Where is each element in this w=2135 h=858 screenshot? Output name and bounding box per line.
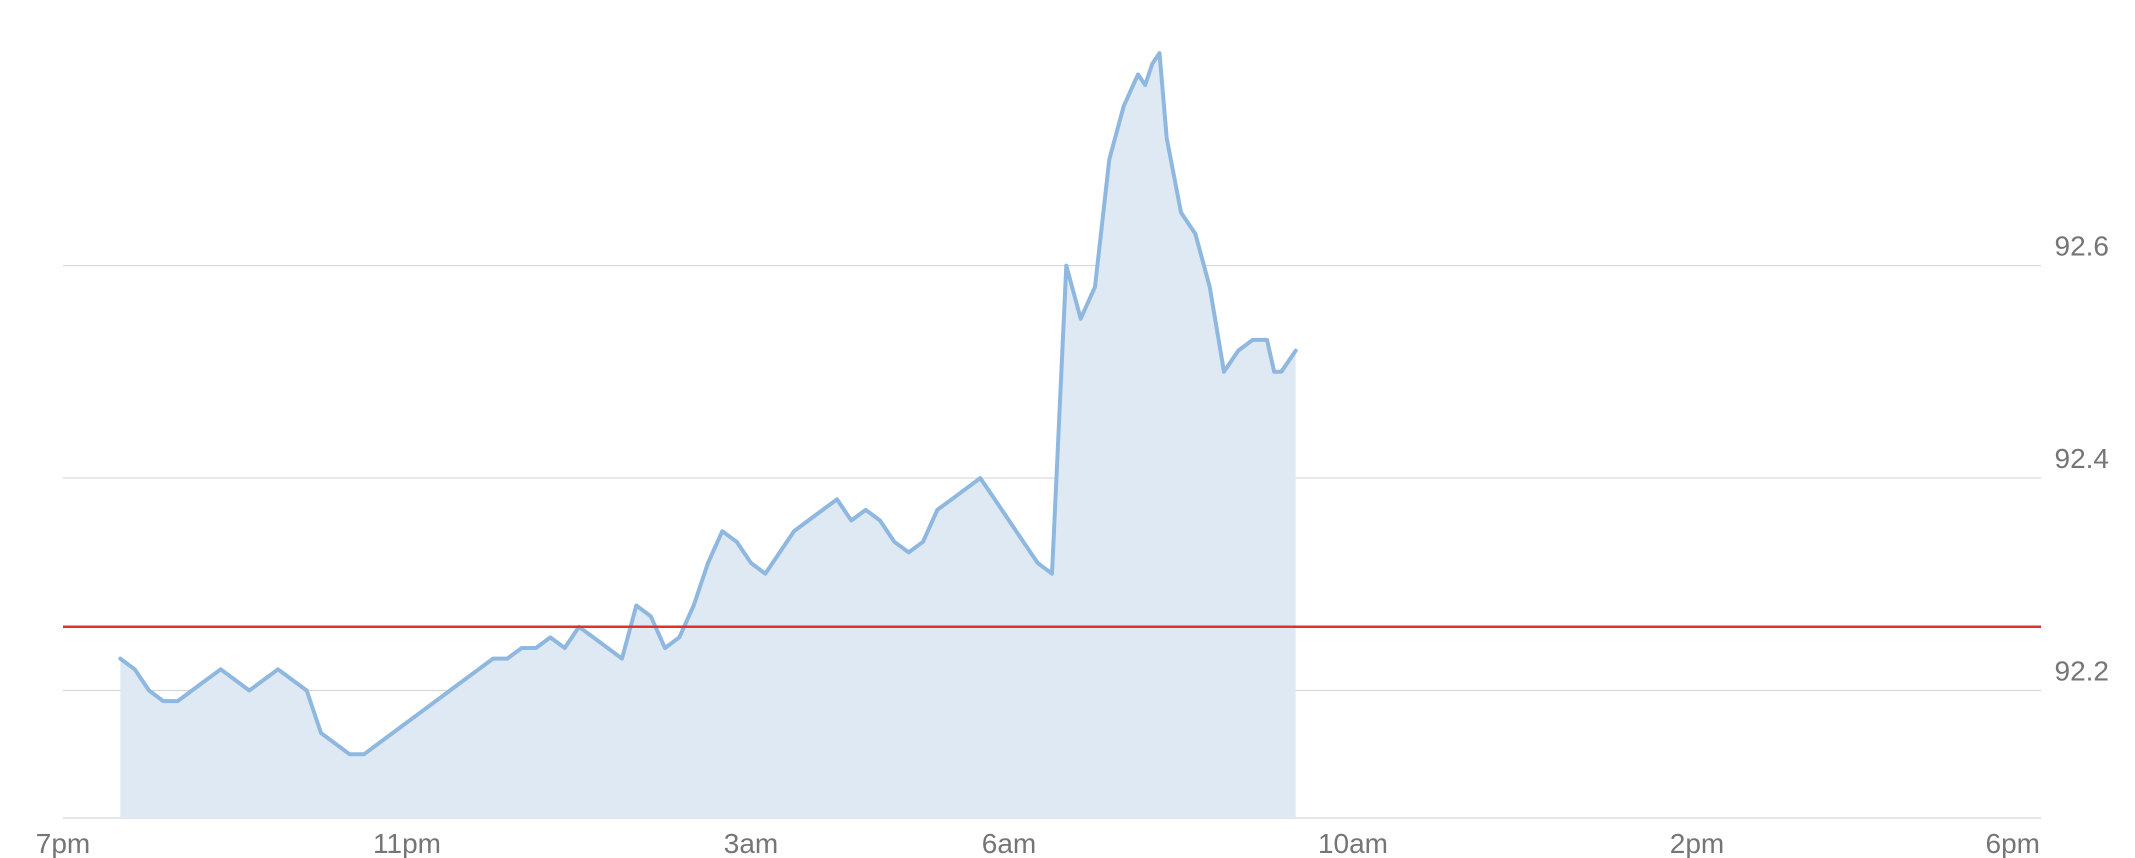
- y-tick-label: 92.2: [2055, 656, 2110, 687]
- price-area-fill: [120, 53, 1296, 819]
- x-tick-label: 2pm: [1670, 828, 1724, 858]
- y-tick-label: 92.4: [2055, 443, 2110, 474]
- x-tick-label: 6pm: [1986, 828, 2040, 858]
- x-tick-label: 7pm: [36, 828, 90, 858]
- x-tick-label: 10am: [1318, 828, 1388, 858]
- x-tick-label: 6am: [982, 828, 1036, 858]
- x-tick-label: 11pm: [373, 828, 441, 858]
- x-axis-ticks: 7pm 11pm 3am 6am 10am 2pm 6pm: [36, 828, 2040, 858]
- price-area: [120, 53, 1296, 819]
- y-tick-label: 92.6: [2055, 231, 2110, 262]
- price-line: [118, 51, 1298, 757]
- y-axis-ticks: 92.2 92.4 92.6: [2055, 231, 2110, 687]
- x-tick-label: 3am: [724, 828, 778, 858]
- price-series-line: [118, 51, 1298, 757]
